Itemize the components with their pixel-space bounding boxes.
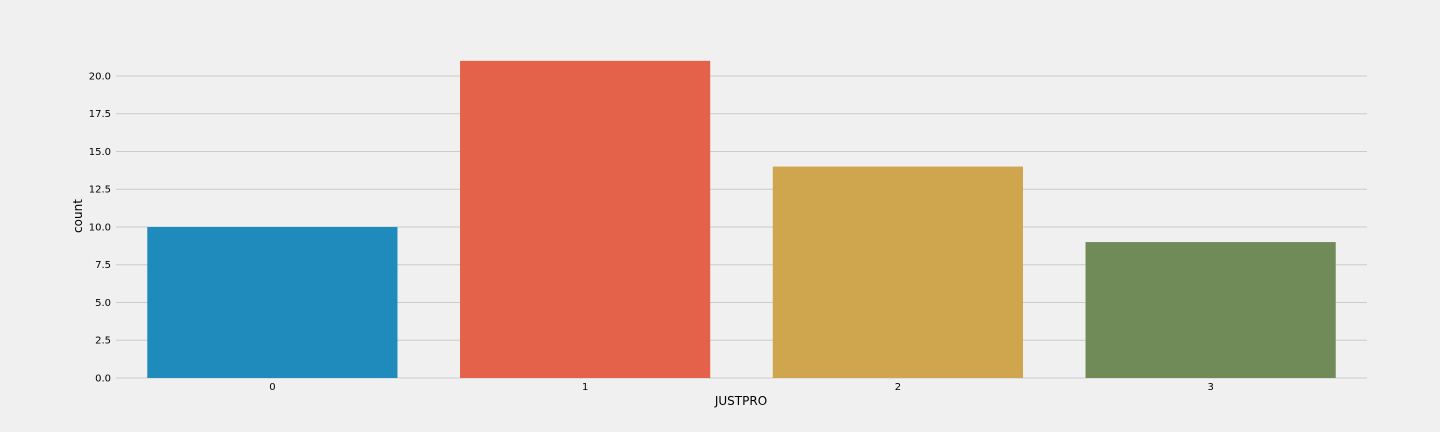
bar-1 (460, 60, 711, 378)
y-tick-label: 17.5 (89, 109, 111, 120)
x-axis-label: JUSTPRO (714, 394, 767, 408)
bar-2 (772, 166, 1023, 378)
x-axis-ticks: 0 1 2 3 (269, 382, 1214, 393)
bar-0 (147, 226, 398, 378)
y-tick-label: 0.0 (95, 374, 111, 385)
x-tick-label: 1 (582, 382, 588, 393)
y-axis-label: count (71, 199, 85, 233)
bar-3 (1085, 242, 1336, 378)
y-tick-label: 7.5 (95, 260, 111, 271)
x-tick-label: 0 (269, 382, 275, 393)
y-axis-ticks: 0.0 2.5 5.0 7.5 10.0 12.5 15.0 17.5 20.0 (89, 71, 111, 384)
y-tick-label: 12.5 (89, 185, 111, 196)
x-tick-label: 2 (895, 382, 901, 393)
y-tick-label: 5.0 (95, 298, 111, 309)
bars (147, 60, 1336, 378)
y-tick-label: 15.0 (89, 147, 111, 158)
y-tick-label: 2.5 (95, 336, 111, 347)
y-tick-label: 10.0 (89, 222, 111, 233)
x-tick-label: 3 (1207, 382, 1213, 393)
y-tick-label: 20.0 (89, 71, 111, 82)
